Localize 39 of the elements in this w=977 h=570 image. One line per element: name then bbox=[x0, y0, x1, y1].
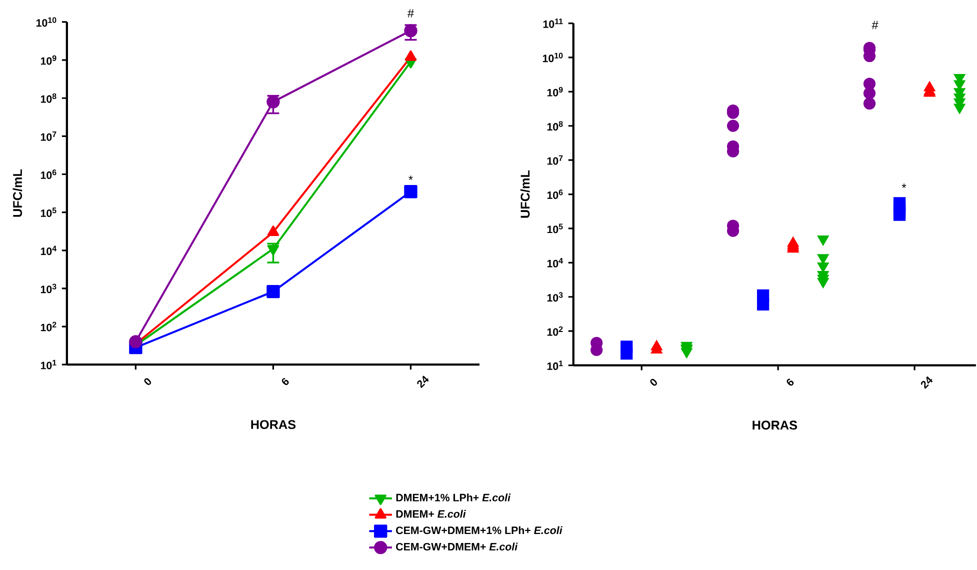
legend-label: CEM-GW+DMEM+ E.coli bbox=[396, 542, 518, 550]
y-tick-label: 10$^{7}$ bbox=[547, 155, 563, 165]
x-axis-title: HORAS bbox=[251, 420, 296, 429]
annotation: # bbox=[872, 20, 878, 29]
x-tick-label: 24 bbox=[417, 375, 429, 388]
x-axis-title: HORAS bbox=[752, 420, 798, 430]
annotation: * bbox=[902, 183, 906, 188]
y-tick-label: 10$^{1}$ bbox=[547, 360, 563, 370]
y-tick-label: 10$^{1}$ bbox=[40, 360, 56, 370]
y-axis-title: UFC/mL bbox=[12, 169, 22, 217]
y-tick-label: 10$^{6}$ bbox=[40, 169, 56, 179]
y-tick-label: 10$^{3}$ bbox=[40, 284, 56, 293]
x-tick-label: 0 bbox=[144, 378, 152, 385]
y-tick-label: 10$^{9}$ bbox=[547, 86, 563, 96]
y-tick-label: 10$^{10}$ bbox=[36, 17, 56, 27]
y-axis-title: UFC/mL bbox=[520, 170, 530, 218]
x-tick-label: 0 bbox=[650, 378, 657, 386]
legend-label: DMEM+ E.coli bbox=[396, 510, 466, 518]
y-tick-label: 10$^{9}$ bbox=[40, 55, 56, 65]
y-tick-label: 10$^{5}$ bbox=[40, 207, 56, 217]
y-tick-label: 10$^{11}$ bbox=[543, 18, 563, 28]
y-tick-label: 10$^{6}$ bbox=[547, 189, 563, 199]
x-tick-label: 6 bbox=[282, 378, 289, 385]
y-tick-label: 10$^{2}$ bbox=[547, 326, 563, 336]
x-tick-label: 6 bbox=[786, 378, 794, 386]
y-tick-label: 10$^{4}$ bbox=[40, 246, 57, 255]
annotation: * bbox=[408, 175, 413, 180]
y-tick-label: 10$^{8}$ bbox=[547, 120, 563, 130]
legend-label: DMEM+1% LPh+ E.coli bbox=[396, 493, 511, 502]
annotation: # bbox=[407, 8, 414, 18]
y-tick-label: 10$^{3}$ bbox=[547, 292, 563, 302]
y-tick-label: 10$^{2}$ bbox=[40, 322, 56, 332]
y-tick-label: 10$^{10}$ bbox=[542, 52, 563, 62]
y-tick-label: 10$^{4}$ bbox=[547, 258, 563, 268]
legend-label: CEM-GW+DMEM+1% LPh+ E.coli bbox=[396, 526, 562, 534]
y-tick-label: 10$^{8}$ bbox=[40, 93, 56, 103]
y-tick-label: 10$^{5}$ bbox=[547, 224, 563, 233]
y-tick-label: 10$^{7}$ bbox=[40, 131, 56, 141]
x-tick-label: 24 bbox=[920, 376, 933, 389]
